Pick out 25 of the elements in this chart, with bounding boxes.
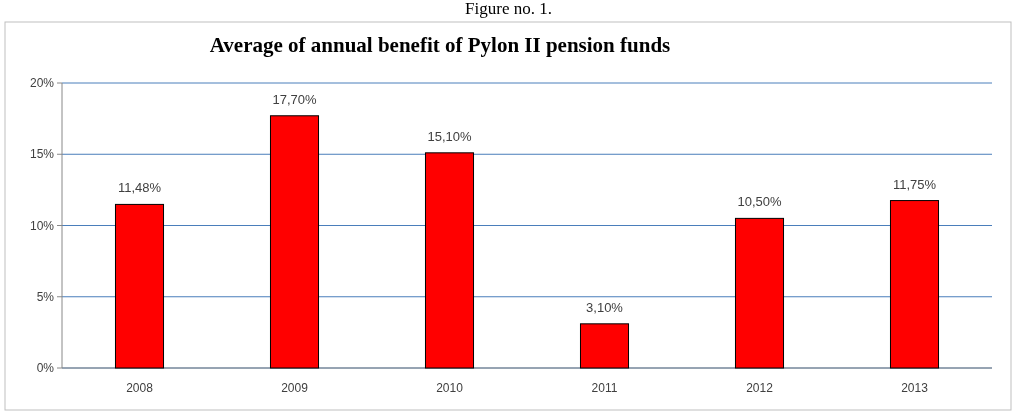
bar xyxy=(889,200,940,369)
x-tick-label: 2009 xyxy=(281,381,309,395)
data-label: 11,48% xyxy=(117,180,162,196)
chart-title: Average of annual benefit of Pylon II pension funds xyxy=(209,33,671,57)
x-tick-label: 2013 xyxy=(901,381,929,395)
y-tick-label: 15% xyxy=(29,147,55,162)
y-tick-label: 0% xyxy=(36,361,55,376)
x-tick-label: 2012 xyxy=(746,381,774,395)
data-label: 10,50% xyxy=(737,194,782,210)
data-label: 11,75% xyxy=(892,176,937,192)
data-label: 3,10% xyxy=(586,299,624,315)
bar xyxy=(269,115,320,369)
data-label: 17,70% xyxy=(272,91,317,107)
x-tick-label: 2010 xyxy=(436,381,464,395)
y-tick-label: 10% xyxy=(29,218,55,233)
x-tick-label: 2011 xyxy=(591,381,618,395)
bar xyxy=(424,152,475,369)
bar xyxy=(734,217,785,369)
y-tick-label: 5% xyxy=(36,289,55,304)
bar xyxy=(114,203,165,369)
text: Figure no. 1. xyxy=(465,0,552,18)
x-tick-label: 2008 xyxy=(126,381,154,395)
data-label: 15,10% xyxy=(427,128,472,144)
bar xyxy=(579,323,630,369)
y-tick-label: 20% xyxy=(29,76,55,91)
